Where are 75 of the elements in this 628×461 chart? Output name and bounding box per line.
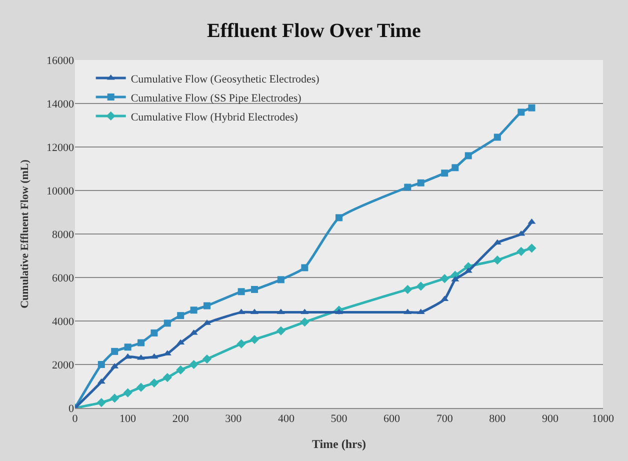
point [452,164,459,172]
point [276,326,286,336]
point [123,388,132,398]
point [98,361,105,368]
point [204,302,210,310]
x-tick-label: 400 [278,413,295,426]
point [441,170,448,177]
point [440,274,450,284]
point [518,108,525,116]
x-tick-label: 300 [225,413,242,426]
legend-label: Cumulative Flow (Hybrid Electrodes) [130,111,298,124]
x-tick-label: 600 [384,413,401,426]
point [464,152,472,160]
point [138,339,144,346]
point [124,353,132,359]
point [494,134,501,141]
point [96,398,106,408]
point [164,320,171,327]
point [300,318,310,327]
point [492,256,502,265]
point [136,382,146,392]
point [97,378,106,384]
point [417,179,424,186]
x-tick-label: 800 [489,413,506,426]
x-tick-label: 500 [330,413,348,426]
point [250,334,260,344]
point [176,365,186,374]
point [276,308,285,314]
legend-label: Cumulative Flow (Geosythetic Electrodes) [130,73,320,86]
point [162,373,172,382]
point [301,264,308,272]
y-axis-title: Cumulative Effluent Flow (mL) [19,159,32,308]
point [150,353,158,359]
point [236,339,246,348]
point [277,276,284,284]
point [403,284,412,294]
y-tick-label: 12000 [46,142,74,154]
point [124,344,132,351]
point [238,288,245,296]
y-tick-label: 6000 [52,272,74,284]
y-tick-label: 4000 [52,316,74,328]
x-tick-label: 700 [436,413,454,426]
y-tick-label: 14000 [46,98,74,110]
y-tick-label: 0 [68,402,74,415]
y-tick-label: 16000 [46,54,74,67]
point [416,308,425,314]
point [416,282,426,291]
point [189,360,198,370]
point [190,306,198,314]
point [150,378,159,388]
point [404,308,412,314]
point [177,312,184,320]
x-tick-label: 1000 [592,413,614,426]
point [464,267,472,273]
point [111,348,118,355]
x-tick-label: 100 [120,413,137,426]
point [527,244,536,253]
x-axis-title: Time (hrs) [312,437,366,452]
point [190,329,198,335]
y-tick-label: 10000 [46,185,74,198]
point [110,394,120,403]
point [404,184,412,191]
chart-title: Effluent Flow Over Time [207,20,422,42]
legend-label: Cumulative Flow (SS Pipe Electrodes) [130,92,302,104]
x-tick-label: 900 [542,413,559,426]
y-tick-label: 2000 [52,359,74,372]
point [528,104,536,112]
point [251,286,258,293]
x-tick-label: 200 [172,413,190,426]
point [150,329,158,336]
point [336,214,342,222]
point [516,246,526,256]
y-tick-label: 8000 [52,228,74,241]
point [300,308,309,314]
point [202,354,212,364]
